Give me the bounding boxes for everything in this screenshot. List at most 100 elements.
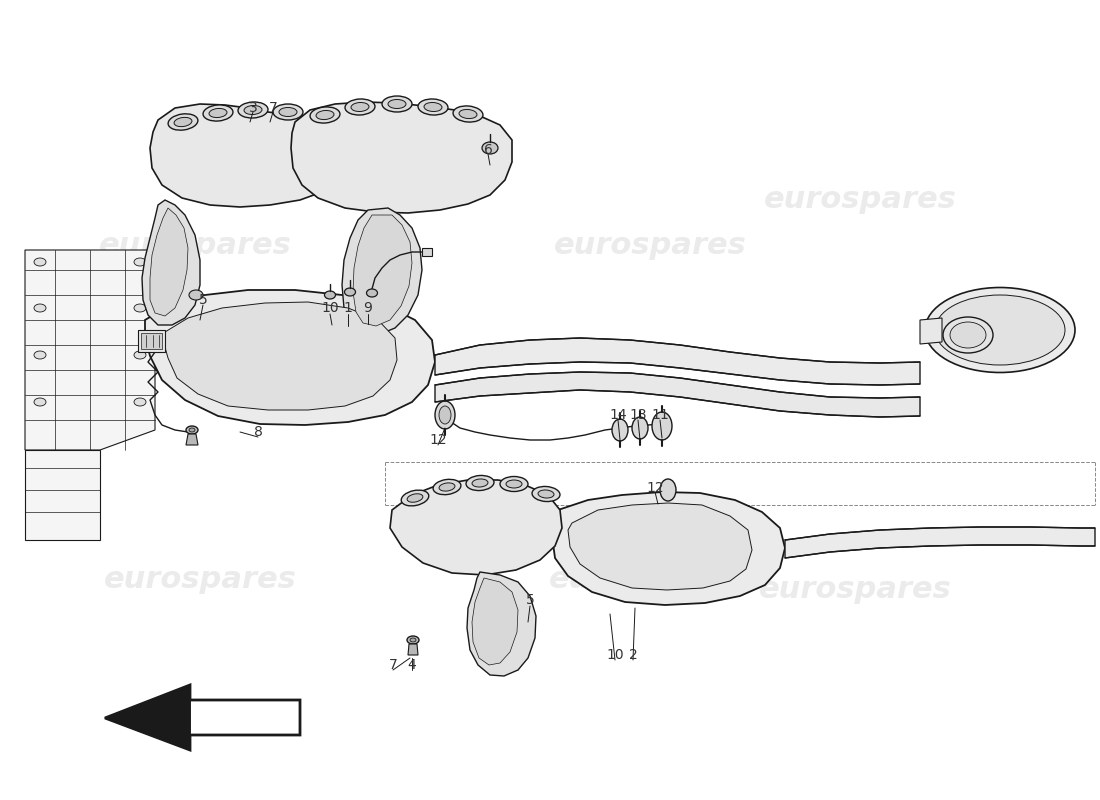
Text: eurospares: eurospares [553, 230, 747, 259]
Ellipse shape [402, 490, 429, 506]
Ellipse shape [407, 636, 419, 644]
Text: 9: 9 [364, 301, 373, 315]
Text: 13: 13 [629, 408, 647, 422]
Ellipse shape [204, 105, 233, 121]
Text: 5: 5 [199, 293, 208, 307]
Ellipse shape [652, 412, 672, 440]
Ellipse shape [34, 398, 46, 406]
Text: 10: 10 [606, 648, 624, 662]
Ellipse shape [612, 419, 628, 441]
Ellipse shape [34, 258, 46, 266]
Polygon shape [142, 200, 200, 325]
Polygon shape [141, 333, 162, 349]
Polygon shape [353, 215, 412, 326]
Polygon shape [25, 450, 100, 540]
Text: 2: 2 [628, 648, 637, 662]
Text: eurospares: eurospares [759, 575, 952, 605]
Ellipse shape [459, 110, 477, 118]
Ellipse shape [538, 490, 554, 498]
Ellipse shape [310, 107, 340, 123]
Ellipse shape [382, 96, 412, 112]
Text: eurospares: eurospares [103, 566, 296, 594]
Ellipse shape [273, 104, 303, 120]
Polygon shape [25, 250, 155, 450]
Polygon shape [104, 685, 300, 750]
Polygon shape [342, 208, 422, 335]
Ellipse shape [424, 102, 442, 111]
Text: 11: 11 [651, 408, 669, 422]
Ellipse shape [453, 106, 483, 122]
Polygon shape [568, 503, 752, 590]
Text: 7: 7 [268, 101, 277, 115]
Text: eurospares: eurospares [549, 566, 741, 594]
Polygon shape [390, 480, 562, 575]
Ellipse shape [134, 398, 146, 406]
Ellipse shape [189, 290, 204, 300]
Ellipse shape [410, 638, 416, 642]
Polygon shape [434, 338, 920, 385]
Polygon shape [785, 527, 1094, 558]
Text: 8: 8 [254, 425, 263, 439]
Ellipse shape [345, 99, 375, 115]
Text: 3: 3 [249, 101, 257, 115]
Polygon shape [408, 644, 418, 655]
Ellipse shape [433, 479, 461, 494]
Ellipse shape [316, 110, 334, 119]
Text: eurospares: eurospares [763, 186, 956, 214]
Ellipse shape [189, 428, 195, 432]
Text: 5: 5 [526, 593, 535, 607]
Ellipse shape [174, 118, 191, 126]
Polygon shape [150, 208, 188, 316]
Polygon shape [468, 572, 536, 676]
Ellipse shape [238, 102, 268, 118]
Ellipse shape [418, 99, 448, 115]
Polygon shape [292, 102, 512, 213]
Text: 10: 10 [321, 301, 339, 315]
Polygon shape [552, 492, 785, 605]
Ellipse shape [34, 351, 46, 359]
Polygon shape [155, 700, 190, 735]
Ellipse shape [168, 114, 198, 130]
Polygon shape [472, 578, 518, 665]
Ellipse shape [632, 417, 648, 439]
Polygon shape [138, 330, 165, 352]
Ellipse shape [532, 486, 560, 502]
Ellipse shape [925, 287, 1075, 373]
Ellipse shape [34, 304, 46, 312]
Ellipse shape [279, 107, 297, 117]
Polygon shape [186, 434, 198, 445]
Ellipse shape [950, 322, 986, 348]
Ellipse shape [439, 483, 455, 491]
Ellipse shape [482, 142, 498, 154]
Ellipse shape [506, 480, 522, 488]
Text: 1: 1 [343, 301, 352, 315]
Ellipse shape [351, 102, 369, 111]
Ellipse shape [943, 317, 993, 353]
Ellipse shape [134, 258, 146, 266]
Text: 14: 14 [609, 408, 627, 422]
Polygon shape [163, 302, 397, 410]
Ellipse shape [466, 475, 494, 490]
Polygon shape [150, 104, 345, 207]
Text: 4: 4 [408, 658, 417, 672]
Text: 12: 12 [429, 433, 447, 447]
Ellipse shape [186, 426, 198, 434]
Text: 12: 12 [646, 481, 663, 495]
Ellipse shape [324, 291, 336, 299]
Ellipse shape [472, 479, 488, 487]
Ellipse shape [407, 494, 422, 502]
Ellipse shape [439, 406, 451, 424]
Polygon shape [145, 290, 434, 425]
Ellipse shape [134, 304, 146, 312]
Text: 6: 6 [484, 143, 493, 157]
Ellipse shape [209, 109, 227, 118]
Ellipse shape [134, 351, 146, 359]
Ellipse shape [434, 401, 455, 429]
Polygon shape [422, 248, 432, 256]
Ellipse shape [366, 289, 377, 297]
Polygon shape [920, 318, 942, 344]
Ellipse shape [244, 106, 262, 114]
Ellipse shape [500, 477, 528, 491]
Ellipse shape [388, 99, 406, 109]
Text: 7: 7 [388, 658, 397, 672]
